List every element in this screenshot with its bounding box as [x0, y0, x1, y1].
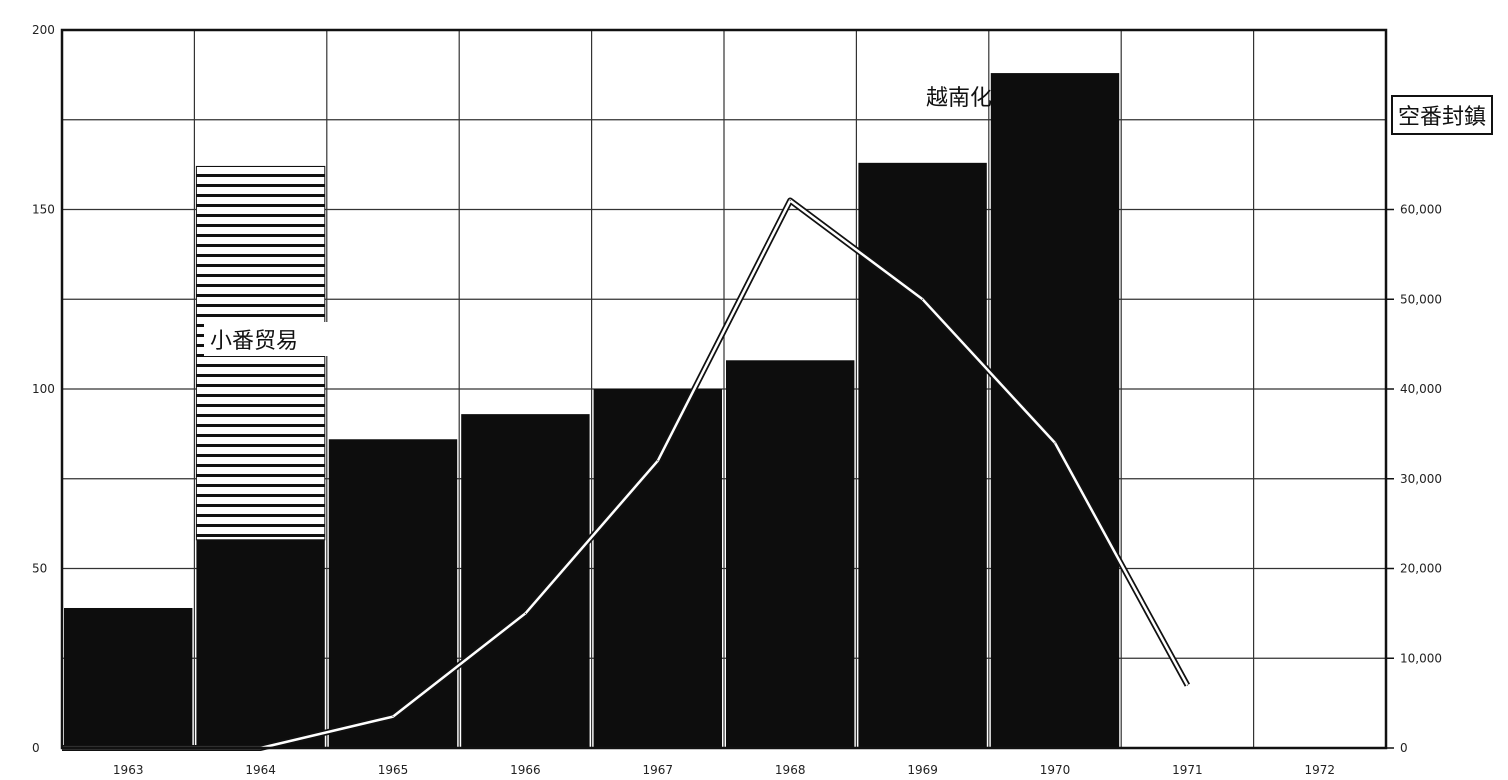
x-tick-1963: 1963: [113, 763, 144, 777]
x-tick-1971: 1971: [1172, 763, 1203, 777]
bar-1965: [328, 439, 458, 748]
bar-1963: [64, 607, 193, 748]
left-tick-100: 100: [32, 382, 55, 396]
bar-1966: [461, 414, 590, 748]
line-point-1969: [922, 298, 924, 300]
tick-labels: 0 50 100 150 200 0 10,000 20,000 30,000 40,000 50,…: [32, 23, 1442, 777]
right-tick-0: 0: [1400, 741, 1408, 755]
left-tick-200: 200: [32, 23, 55, 37]
line-point-1971: [1186, 684, 1188, 686]
left-tick-50: 50: [32, 562, 47, 576]
peak-label: 越南化: [926, 86, 992, 111]
annotations: 小番贸易 越南化 空番封鎮: [204, 86, 1493, 356]
right-tick-60,000: 60,000: [1400, 203, 1442, 217]
bar-1967: [593, 389, 722, 748]
left-tick-150: 150: [32, 203, 55, 217]
x-tick-1965: 1965: [378, 763, 409, 777]
bar-1969: [858, 162, 987, 748]
right-tick-30,000: 30,000: [1400, 472, 1442, 486]
x-tick-1967: 1967: [643, 763, 674, 777]
x-tick-1972: 1972: [1305, 763, 1336, 777]
right-tick-10,000: 10,000: [1400, 651, 1442, 665]
right-tick-50,000: 50,000: [1400, 292, 1442, 306]
hatch-label: 小番贸易: [210, 329, 298, 354]
x-tick-1970: 1970: [1040, 763, 1071, 777]
x-tick-1969: 1969: [907, 763, 938, 777]
right-tick-40,000: 40,000: [1400, 382, 1442, 396]
box-label: 空番封鎮: [1398, 105, 1486, 130]
line-point-1970: [1054, 442, 1056, 444]
left-tick-0: 0: [32, 741, 40, 755]
line-point-1965: [392, 716, 394, 718]
right-tick-20,000: 20,000: [1400, 562, 1442, 576]
line-point-1968: [789, 200, 791, 202]
bar-1964: [196, 539, 325, 748]
x-tick-1966: 1966: [510, 763, 541, 777]
x-tick-1964: 1964: [245, 763, 276, 777]
bar-1968: [726, 360, 855, 748]
line-point-1966: [524, 612, 526, 614]
bar-1970: [990, 73, 1120, 748]
hatch-label-bg: [204, 322, 330, 356]
x-tick-1968: 1968: [775, 763, 806, 777]
line-point-1967: [657, 460, 659, 462]
box-label-frame: [1391, 95, 1493, 135]
